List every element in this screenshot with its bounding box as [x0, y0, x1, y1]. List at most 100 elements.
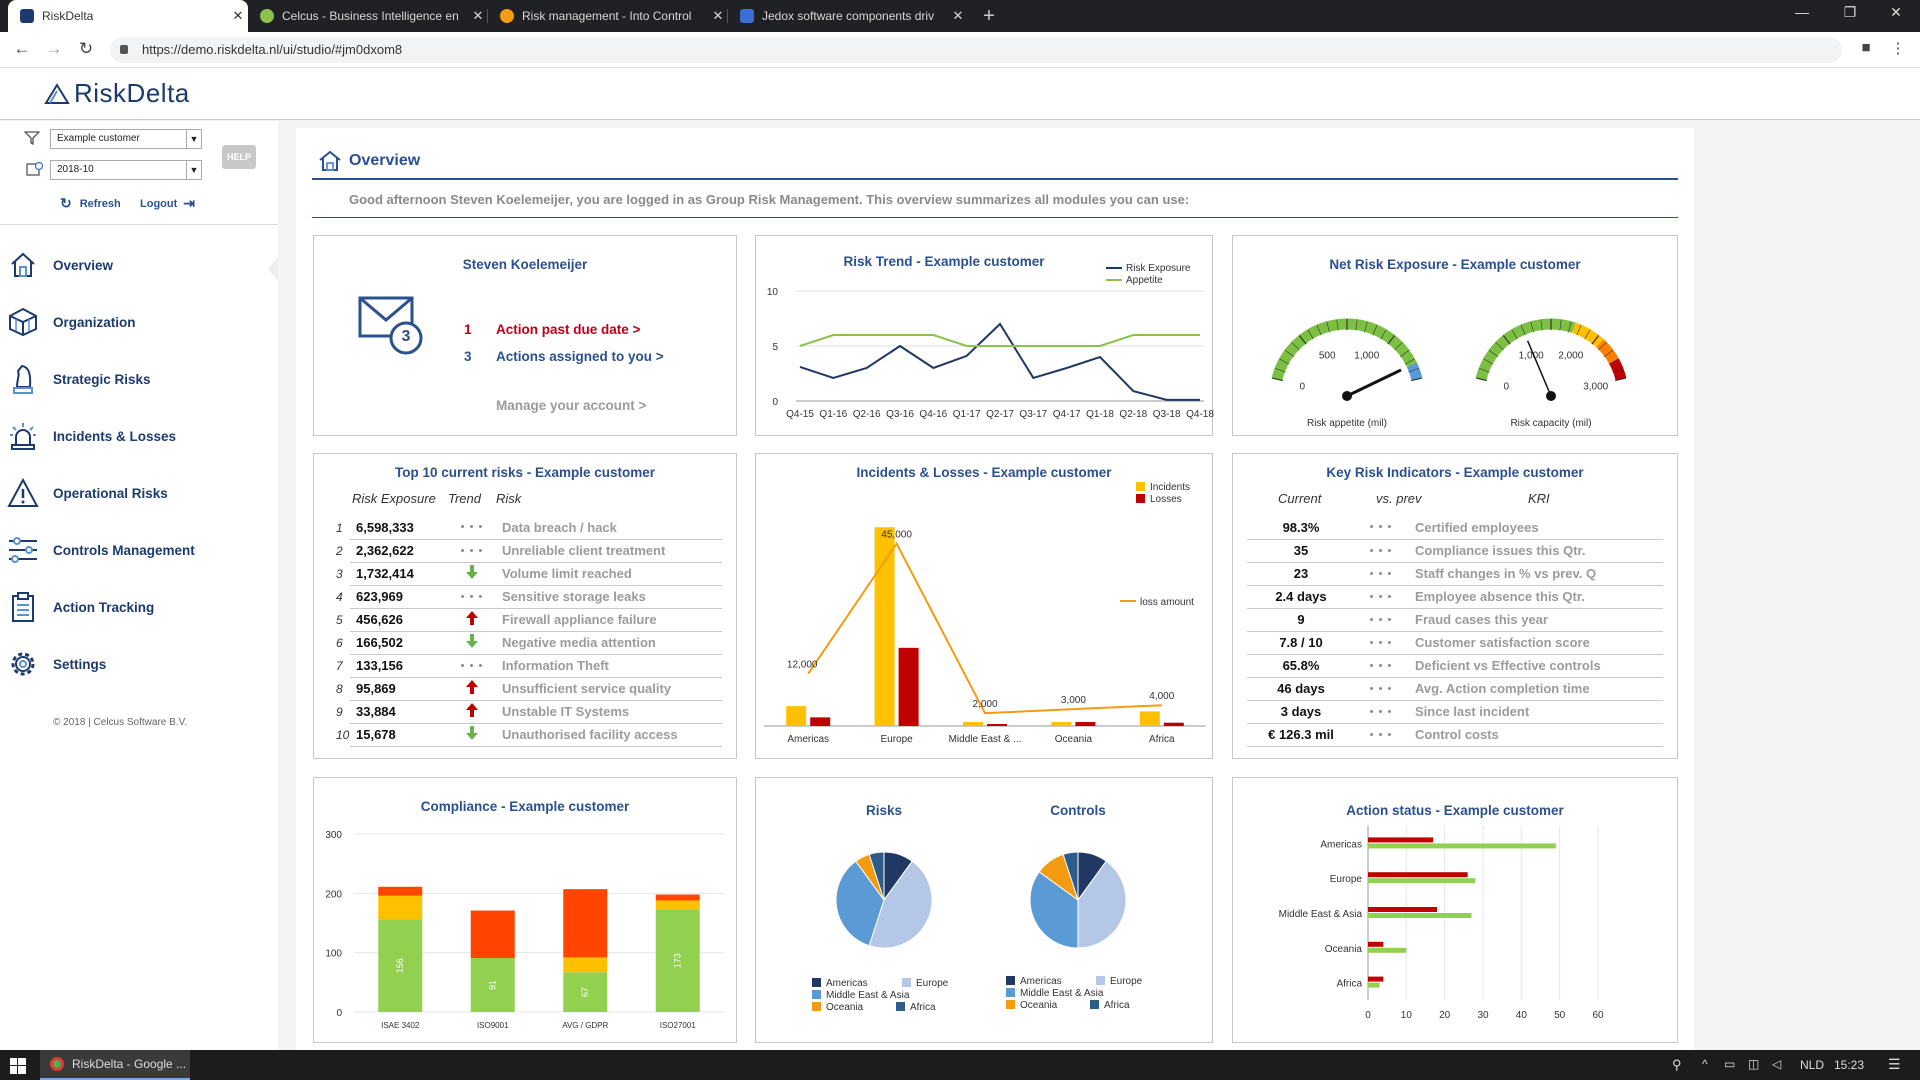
- minimize-button[interactable]: —: [1795, 4, 1809, 20]
- close-tab-icon[interactable]: ✕: [232, 8, 244, 23]
- risk-row[interactable]: 1 6,598,333 • • • Data breach / hack: [336, 516, 722, 540]
- language-indicator[interactable]: NLD: [1800, 1058, 1825, 1072]
- risk-row[interactable]: 5 456,626 Firewall appliance failure: [336, 608, 722, 632]
- legend-swatch: [812, 1002, 821, 1011]
- kri-value: 65.8%: [1247, 654, 1355, 678]
- nav-controls-management[interactable]: Controls Management: [0, 522, 278, 578]
- kri-row[interactable]: 98.3% • • • Certified employees: [1247, 516, 1663, 540]
- gauge-band: [1271, 318, 1417, 381]
- network-icon[interactable]: ◫: [1748, 1057, 1760, 1071]
- nav-settings[interactable]: Settings: [0, 636, 278, 692]
- windows-start-icon[interactable]: [10, 1058, 26, 1074]
- new-tab-button[interactable]: +: [983, 5, 995, 27]
- kri-row[interactable]: 23 • • • Staff changes in % vs prev. Q: [1247, 562, 1663, 586]
- risk-row[interactable]: 8 95,869 Unsufficient service quality: [336, 677, 722, 701]
- tab-riskdelta[interactable]: RiskDelta ✕: [8, 0, 248, 32]
- tab-jedox[interactable]: Jedox software components driv ✕: [728, 0, 968, 32]
- y-tick-label: 10: [767, 287, 779, 298]
- gauge-band: [1406, 362, 1423, 381]
- risk-row[interactable]: 10 15,678 Unauthorised facility access: [336, 723, 722, 747]
- kri-label: Staff changes in % vs prev. Q: [1407, 562, 1663, 586]
- nav-action-tracking[interactable]: Action Tracking: [0, 579, 278, 635]
- reload-icon[interactable]: ↻: [78, 39, 94, 58]
- customer-select[interactable]: Example customer ▼: [50, 129, 202, 149]
- gauge-tick: [1326, 321, 1330, 333]
- intocontrol-favicon-icon: [500, 9, 514, 23]
- risk-row[interactable]: 9 33,884 Unstable IT Systems: [336, 700, 722, 724]
- nav-incidents-losses[interactable]: Incidents & Losses: [0, 408, 278, 464]
- taskbar-chrome-button[interactable]: RiskDelta - Google ...: [40, 1050, 190, 1080]
- risk-trend: [450, 562, 494, 586]
- nav-organization[interactable]: Organization: [0, 294, 278, 350]
- speaker-icon[interactable]: ◁: [1772, 1057, 1782, 1071]
- notification-icon[interactable]: ☰: [1888, 1056, 1901, 1072]
- period-select[interactable]: 2018-10 ▼: [50, 160, 202, 180]
- risk-name: Unauthorised facility access: [494, 723, 722, 747]
- data-label: 3,000: [1061, 695, 1086, 706]
- actions-assigned-link[interactable]: Actions assigned to you >: [496, 349, 664, 364]
- nav-strategic-risks[interactable]: Strategic Risks: [0, 351, 278, 407]
- risk-row[interactable]: 3 1,732,414 Volume limit reached: [336, 562, 722, 586]
- kri-trend-dots-icon: • • •: [1355, 562, 1407, 586]
- data-label: 45,000: [881, 530, 912, 541]
- riskdelta-favicon-icon: [20, 9, 34, 23]
- risk-row[interactable]: 2 2,362,622 • • • Unreliable client treatme…: [336, 539, 722, 563]
- gauge-tick: [1399, 350, 1410, 358]
- chart-title: Action status - Example customer: [1346, 803, 1564, 818]
- help-button[interactable]: HELP: [222, 145, 256, 169]
- y-tick-label: 200: [325, 889, 342, 900]
- kri-trend-dots-icon: • • •: [1355, 539, 1407, 563]
- legend-swatch: [812, 978, 821, 987]
- x-tick-label: Middle East & ...: [949, 734, 1022, 745]
- bar-overdue: [1368, 976, 1384, 982]
- profile-icon[interactable]: ■: [1861, 39, 1871, 56]
- tab-intocontrol[interactable]: Risk management - Into Control ✕: [488, 0, 728, 32]
- kri-row[interactable]: 35 • • • Compliance issues this Qtr.: [1247, 539, 1663, 563]
- kri-row[interactable]: 3 days • • • Since last incident: [1247, 700, 1663, 724]
- close-tab-icon[interactable]: ✕: [952, 8, 964, 23]
- people-icon[interactable]: ⚲: [1672, 1057, 1682, 1072]
- bar-incidents: [1139, 711, 1160, 726]
- column-header-risk: Risk: [496, 491, 522, 506]
- gauge-tick: [1291, 342, 1300, 351]
- risk-row[interactable]: 6 166,502 Negative media attention: [336, 631, 722, 655]
- chevron-up-icon[interactable]: ^: [1702, 1057, 1708, 1071]
- tab-celcus[interactable]: Celcus - Business Intelligence en ✕: [248, 0, 488, 32]
- back-arrow-icon[interactable]: ←: [13, 39, 31, 58]
- kri-row[interactable]: 9 • • • Fraud cases this year: [1247, 608, 1663, 632]
- gauge-tick: [1336, 319, 1339, 331]
- kri-row[interactable]: 65.8% • • • Deficient vs Effective control…: [1247, 654, 1663, 678]
- logout-button[interactable]: Logout ⇥: [140, 195, 195, 212]
- nav-overview[interactable]: Overview: [0, 237, 278, 293]
- close-window-button[interactable]: ✕: [1890, 4, 1902, 20]
- url-field[interactable]: https://demo.riskdelta.nl/ui/studio/#jm0…: [110, 37, 1842, 63]
- kri-row[interactable]: 7.8 / 10 • • • Customer satisfaction score: [1247, 631, 1663, 655]
- action-count: 3: [464, 349, 472, 364]
- kri-row[interactable]: € 126.3 mil • • • Control costs: [1247, 723, 1663, 747]
- restore-button[interactable]: ❐: [1843, 4, 1857, 20]
- gauge-band: [1596, 339, 1619, 365]
- y-tick-label: Americas: [1320, 839, 1362, 850]
- forward-arrow-icon[interactable]: →: [45, 39, 63, 58]
- risk-row[interactable]: 4 623,969 • • • Sensitive storage leaks: [336, 585, 722, 609]
- chevron-down-icon: ▼: [186, 130, 201, 148]
- manage-account-link[interactable]: Manage your account >: [496, 398, 647, 413]
- action-past-due-link[interactable]: Action past due date >: [496, 322, 641, 337]
- refresh-button[interactable]: ↻ Refresh: [60, 195, 121, 212]
- close-tab-icon[interactable]: ✕: [472, 8, 484, 23]
- battery-icon[interactable]: ▭: [1724, 1057, 1736, 1071]
- risk-row[interactable]: 7 133,156 • • • Information Theft: [336, 654, 722, 678]
- clock[interactable]: 15:23: [1834, 1058, 1865, 1072]
- kri-row[interactable]: 2.4 days • • • Employee absence this Qtr.: [1247, 585, 1663, 609]
- menu-dots-icon[interactable]: ⋮: [1890, 40, 1906, 57]
- gauge-tick: [1380, 329, 1387, 340]
- y-tick-label: 0: [772, 397, 778, 408]
- riskdelta-logo[interactable]: RiskDelta: [44, 78, 190, 109]
- gauge-label: Risk appetite (mil): [1307, 418, 1387, 429]
- gauge-needle: [1526, 340, 1552, 397]
- url-text: https://demo.riskdelta.nl/ui/studio/#jm0…: [142, 42, 403, 57]
- kri-row[interactable]: 46 days • • • Avg. Action completion time: [1247, 677, 1663, 701]
- legend-swatch: [902, 978, 911, 987]
- nav-operational-risks[interactable]: Operational Risks: [0, 465, 278, 521]
- close-tab-icon[interactable]: ✕: [712, 8, 724, 23]
